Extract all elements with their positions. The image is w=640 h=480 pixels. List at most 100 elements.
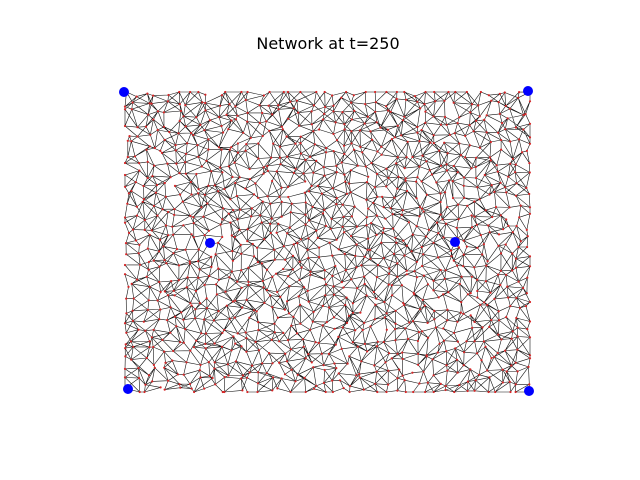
network-node — [179, 386, 182, 389]
network-node — [184, 104, 187, 107]
network-node — [442, 327, 445, 330]
network-node — [233, 316, 236, 319]
network-node — [426, 321, 429, 324]
network-node — [287, 275, 290, 278]
network-node — [312, 310, 315, 313]
network-node — [418, 215, 421, 218]
network-node — [452, 259, 455, 262]
network-node — [364, 165, 367, 168]
network-node — [387, 109, 390, 112]
network-node — [167, 93, 170, 97]
network-node — [256, 196, 260, 199]
network-node — [224, 90, 227, 94]
network-node — [138, 390, 141, 394]
network-node — [344, 303, 347, 307]
network-node — [265, 289, 269, 292]
network-node — [443, 115, 447, 118]
network-node — [123, 376, 127, 379]
network-node — [123, 124, 127, 128]
network-node — [462, 312, 465, 315]
network-node — [246, 376, 249, 379]
network-node — [231, 300, 234, 303]
network-node — [123, 108, 127, 111]
network-node — [229, 221, 232, 224]
network-node — [321, 324, 324, 327]
network-node — [335, 238, 338, 241]
network-node — [421, 330, 424, 333]
network-node — [488, 325, 491, 328]
network-node — [166, 319, 169, 322]
network-node — [519, 204, 522, 207]
network-node — [456, 320, 459, 323]
network-node — [456, 371, 459, 374]
network-node — [148, 340, 151, 343]
network-node — [156, 110, 160, 113]
network-node — [309, 270, 312, 273]
hub-node — [523, 86, 533, 96]
network-node — [138, 169, 141, 172]
network-node — [238, 176, 241, 179]
network-node — [244, 149, 247, 152]
network-node — [300, 266, 303, 269]
network-node — [500, 148, 503, 151]
network-node — [385, 312, 388, 315]
network-node — [136, 278, 139, 281]
network-node — [168, 130, 171, 134]
network-node — [164, 224, 168, 227]
network-node — [351, 302, 354, 305]
network-node — [509, 390, 512, 394]
network-node — [496, 170, 499, 173]
network-node — [254, 340, 257, 343]
network-node — [296, 373, 299, 376]
network-node — [429, 141, 432, 144]
network-node — [145, 275, 148, 278]
network-node — [431, 358, 434, 361]
network-node — [224, 290, 227, 293]
network-node — [196, 144, 199, 147]
network-node — [359, 311, 362, 314]
network-node — [162, 125, 166, 128]
network-node — [207, 229, 210, 232]
hub-nodes — [119, 86, 534, 396]
network-node — [345, 321, 349, 324]
network-node — [528, 357, 532, 360]
network-node — [331, 187, 334, 190]
network-node — [403, 303, 406, 307]
network-node — [389, 110, 392, 113]
network-node — [167, 379, 170, 382]
network-node — [325, 151, 328, 154]
network-node — [197, 188, 200, 191]
network-node — [273, 322, 276, 325]
network-node — [332, 132, 335, 136]
network-node — [125, 331, 128, 334]
network-node — [528, 100, 532, 103]
network-node — [374, 382, 377, 385]
network-node — [258, 121, 261, 125]
network-node — [522, 128, 525, 131]
network-node — [333, 293, 336, 296]
network-node — [368, 248, 372, 251]
network-node — [214, 253, 217, 256]
network-node — [363, 275, 366, 278]
network-node — [304, 213, 307, 216]
network-node — [380, 241, 383, 244]
network-node — [526, 235, 529, 238]
network-node — [152, 94, 155, 97]
network-node — [508, 107, 511, 110]
network-node — [411, 371, 414, 374]
network-node — [130, 282, 133, 285]
network-node — [443, 99, 446, 102]
network-node — [257, 371, 260, 374]
network-node — [286, 155, 289, 158]
network-node — [388, 272, 391, 275]
network-node — [147, 113, 150, 116]
network-node — [420, 180, 423, 183]
network-node — [171, 225, 174, 228]
network-node — [437, 296, 440, 299]
network-node — [401, 357, 404, 361]
network-node — [131, 101, 134, 104]
network-node — [325, 321, 328, 324]
network-node — [124, 242, 128, 245]
network-node — [486, 260, 489, 263]
network-node — [315, 229, 318, 232]
